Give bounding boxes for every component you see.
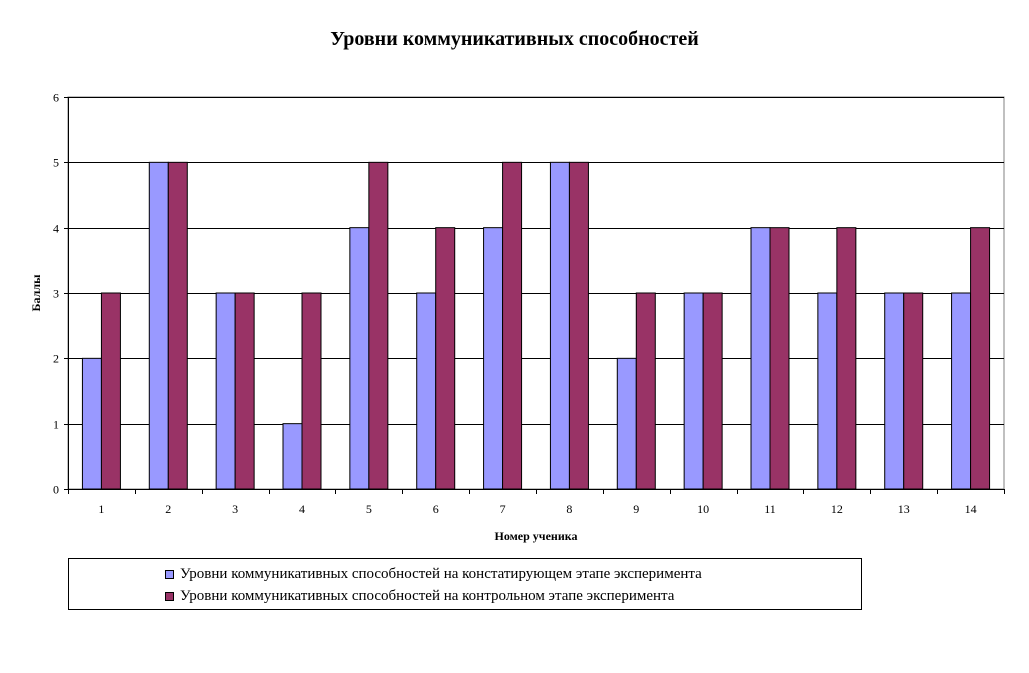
bar-series-1-cat-8 <box>549 161 570 490</box>
x-tick-label: 9 <box>633 502 639 516</box>
legend-label-series-1: Уровни коммуникативных способностей на к… <box>180 565 702 582</box>
x-tick-label: 4 <box>299 502 305 516</box>
legend-item-series-2: Уровни коммуникативных способностей на к… <box>165 585 674 607</box>
bar-series-1-cat-2 <box>148 161 169 490</box>
bar-series-1-cat-6 <box>416 292 437 490</box>
y-tick-label: 6 <box>53 91 59 105</box>
bar-series-1-cat-14 <box>951 292 972 490</box>
x-tick-label: 1 <box>98 502 104 516</box>
y-tick-label: 0 <box>53 483 59 497</box>
x-tick-label: 12 <box>831 502 843 516</box>
bars <box>81 161 991 490</box>
x-tick-label: 14 <box>965 502 977 516</box>
x-tick-label: 7 <box>500 502 506 516</box>
legend-label-series-2: Уровни коммуникативных способностей на к… <box>180 587 675 604</box>
x-tick-label: 10 <box>697 502 709 516</box>
bar-series-1-cat-13 <box>884 292 905 490</box>
bar-series-2-cat-13 <box>903 292 924 490</box>
y-tick-label: 3 <box>53 287 59 301</box>
grid-lines <box>67 96 1005 490</box>
bar-series-1-cat-3 <box>215 292 236 490</box>
x-axis-title: Номер ученика <box>495 529 578 543</box>
bar-series-2-cat-6 <box>435 227 456 490</box>
bar-series-2-cat-12 <box>836 227 857 490</box>
chart-title: Уровни коммуникативных способностей <box>330 28 699 50</box>
y-axis-title: Баллы <box>29 274 43 312</box>
bar-series-1-cat-9 <box>616 357 637 490</box>
x-tick-label: 13 <box>898 502 910 516</box>
y-tick-label: 2 <box>53 352 59 366</box>
x-tick-label: 11 <box>764 502 776 516</box>
bar-series-1-cat-7 <box>483 227 504 490</box>
bar-series-1-cat-5 <box>349 227 370 490</box>
x-tick-label: 6 <box>433 502 439 516</box>
legend-item-series-1: Уровни коммуникативных способностей на к… <box>165 563 702 585</box>
bar-series-2-cat-4 <box>301 292 322 490</box>
bar-series-1-cat-4 <box>282 423 303 490</box>
x-tick-label: 5 <box>366 502 372 516</box>
y-tick-label: 1 <box>53 418 59 432</box>
bar-series-1-cat-11 <box>750 227 771 490</box>
bar-series-2-cat-10 <box>702 292 723 490</box>
x-tick-label: 8 <box>566 502 572 516</box>
bar-series-2-cat-1 <box>100 292 121 490</box>
bar-series-2-cat-9 <box>635 292 656 490</box>
bar-series-2-cat-14 <box>970 227 991 490</box>
bar-series-2-cat-11 <box>769 227 790 490</box>
bar-series-2-cat-5 <box>368 161 389 490</box>
bar-series-1-cat-12 <box>817 292 838 490</box>
bar-series-2-cat-8 <box>568 161 589 490</box>
bar-series-2-cat-3 <box>234 292 255 490</box>
bar-series-2-cat-7 <box>502 161 523 490</box>
x-tick-label: 3 <box>232 502 238 516</box>
legend-swatch-series-1 <box>165 569 174 579</box>
y-tick-label: 4 <box>53 222 59 236</box>
bar-series-1-cat-1 <box>81 357 102 490</box>
x-tick-label: 2 <box>165 502 171 516</box>
legend: Уровни коммуникативных способностей на к… <box>68 558 862 610</box>
y-tick-label: 5 <box>53 156 59 170</box>
bar-series-2-cat-2 <box>167 161 188 490</box>
bar-series-1-cat-10 <box>683 292 704 490</box>
legend-swatch-series-2 <box>165 591 174 601</box>
axes <box>64 97 1005 494</box>
